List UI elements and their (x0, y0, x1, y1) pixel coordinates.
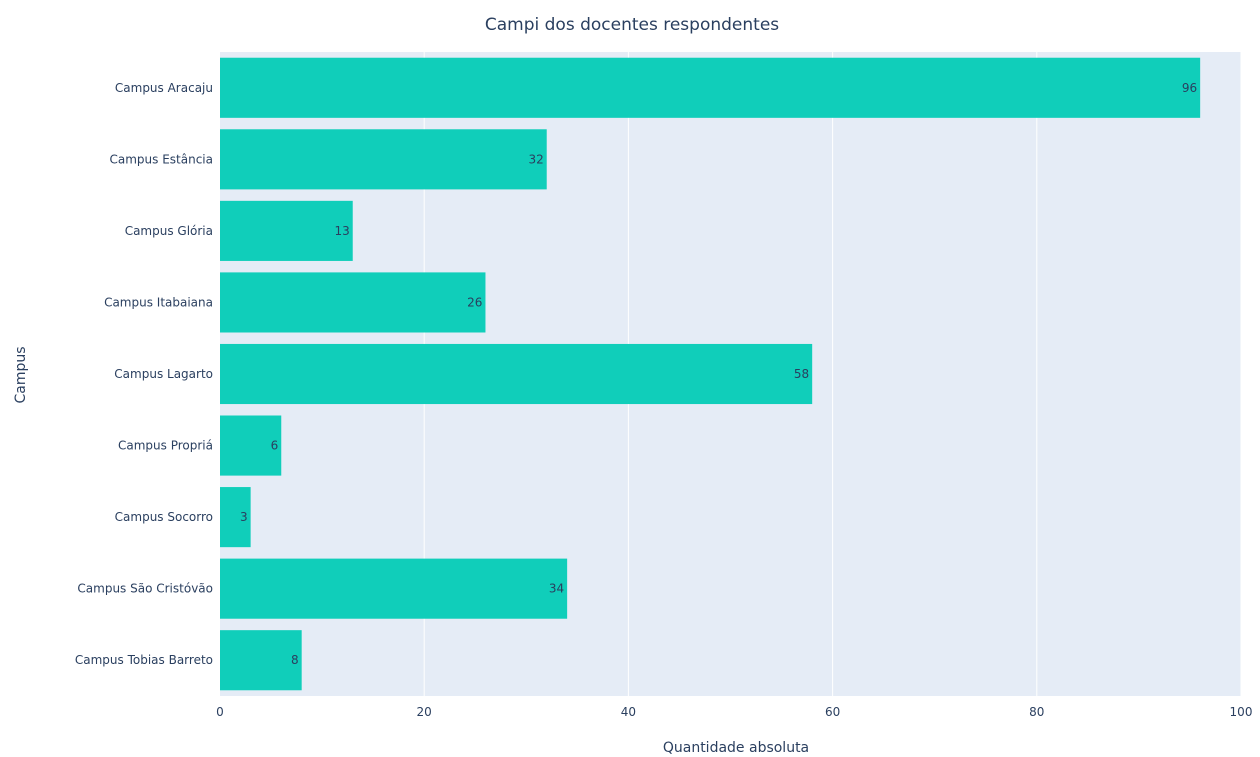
x-tick-label: 20 (417, 705, 432, 719)
bar-value-label: 32 (528, 152, 543, 166)
bar[interactable] (220, 272, 486, 333)
bars (220, 57, 1201, 691)
bar-value-label: 8 (291, 653, 299, 667)
bar[interactable] (220, 558, 568, 619)
y-axis-ticks: Campus Aracaju Campus Estância Campus Glór… (75, 81, 213, 667)
bar-value-label: 34 (549, 582, 564, 596)
bar[interactable] (220, 129, 547, 190)
y-tick-label: Campus São Cristóvão (77, 582, 213, 596)
chart-title: Campi dos docentes respondentes (485, 15, 779, 35)
y-tick-label: Campus Itabaiana (104, 295, 213, 309)
bar[interactable] (220, 200, 353, 261)
bar-value-label: 58 (794, 367, 809, 381)
y-tick-label: Campus Tobias Barreto (75, 653, 213, 667)
y-tick-label: Campus Socorro (115, 510, 213, 524)
bar-value-label: 13 (334, 224, 349, 238)
bar-value-label: 6 (271, 439, 279, 453)
y-tick-label: Campus Glória (125, 224, 213, 238)
bar[interactable] (220, 343, 813, 405)
x-tick-label: 40 (621, 705, 636, 719)
y-axis-title: Campus (13, 346, 29, 403)
x-axis-ticks: 0 20 40 60 80 100 (216, 705, 1252, 719)
bar[interactable] (220, 487, 251, 548)
x-axis-title: Quantidade absoluta (663, 740, 809, 756)
bar-labels: 96 32 13 26 58 6 3 34 8 (240, 81, 1197, 667)
bar-value-label: 26 (467, 295, 482, 309)
y-tick-label: Campus Estância (110, 152, 214, 166)
y-tick-label: Campus Lagarto (114, 367, 213, 381)
bar[interactable] (220, 630, 302, 691)
bar[interactable] (220, 57, 1201, 118)
y-tick-label: Campus Propriá (118, 439, 213, 453)
bar-value-label: 3 (240, 510, 248, 524)
x-tick-label: 100 (1230, 705, 1253, 719)
bar[interactable] (220, 415, 282, 476)
bar-value-label: 96 (1182, 81, 1197, 95)
x-tick-label: 0 (216, 705, 224, 719)
y-tick-label: Campus Aracaju (115, 81, 213, 95)
x-tick-label: 60 (825, 705, 840, 719)
x-tick-label: 80 (1029, 705, 1044, 719)
